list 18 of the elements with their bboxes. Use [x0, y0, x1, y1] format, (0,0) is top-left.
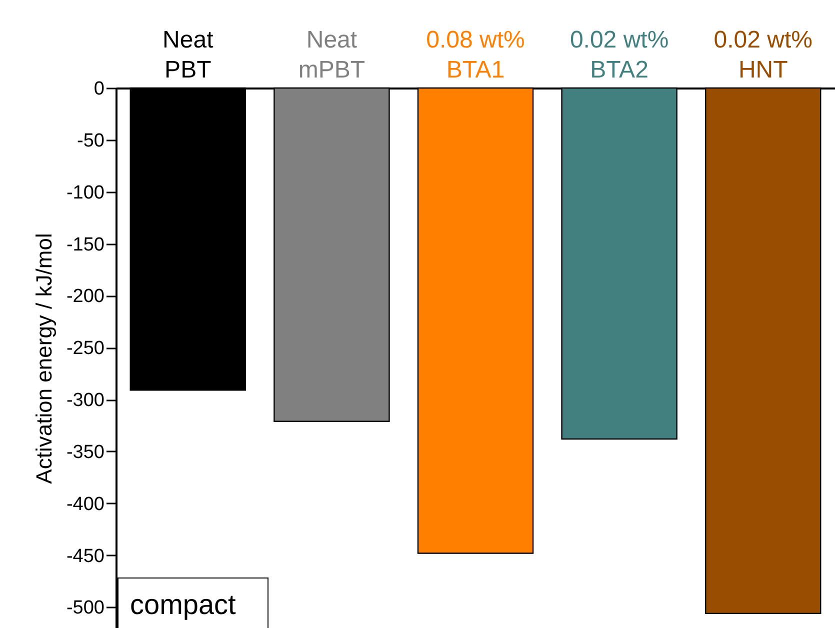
- y-tick-label: -500: [66, 598, 104, 619]
- y-tick-label: -300: [66, 390, 104, 412]
- y-tick-label: -350: [66, 442, 104, 463]
- y-tick-label: -450: [66, 546, 104, 567]
- x-tick-label: 0.08 wt% BTA1: [426, 26, 525, 84]
- x-tick-label: Neat PBT: [162, 26, 214, 84]
- y-tick-label: -400: [66, 494, 104, 515]
- y-tick-label: -50: [77, 130, 104, 152]
- annotation: compact: [130, 589, 236, 620]
- y-axis-title: Activation energy / kJ/mol: [31, 233, 56, 484]
- x-tick-label: 0.02 wt% BTA2: [570, 26, 669, 84]
- y-tick-label: -100: [66, 182, 104, 204]
- y-tick-label: 0: [94, 78, 104, 100]
- x-tick-label: Neat mPBT: [298, 26, 366, 84]
- y-tick-label: -250: [66, 338, 104, 360]
- y-tick-label: -200: [66, 286, 104, 308]
- y-tick-label: -150: [66, 234, 104, 256]
- x-tick-label: 0.02 wt% HNT: [714, 26, 812, 84]
